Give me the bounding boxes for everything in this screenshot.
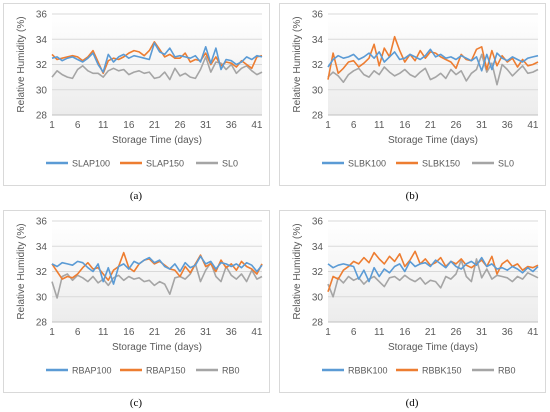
x-tick-label: 36 — [502, 120, 514, 131]
y-tick-label: 36 — [312, 10, 324, 21]
x-tick-label: 21 — [149, 120, 161, 131]
legend-label: RBBK150 — [422, 366, 462, 376]
y-tick-label: 36 — [312, 217, 324, 228]
x-tick-label: 16 — [399, 120, 411, 131]
y-tick-label: 32 — [36, 267, 48, 278]
y-tick-label: 34 — [312, 242, 324, 253]
x-tick-label: 41 — [251, 120, 263, 131]
y-axis-title: Relative Humidity (%) — [16, 16, 27, 112]
x-tick-label: 6 — [351, 327, 357, 338]
x-tick-label: 21 — [425, 120, 437, 131]
x-tick-label: 11 — [374, 120, 385, 131]
legend-label: RBAP100 — [72, 366, 112, 376]
legend-label: SLAP100 — [72, 159, 110, 169]
x-tick-label: 26 — [174, 327, 186, 338]
y-tick-label: 34 — [312, 35, 324, 46]
x-tick-label: 11 — [98, 327, 109, 338]
series-line-slap100 — [51, 42, 263, 73]
x-tick-label: 1 — [49, 327, 55, 338]
legend-label: SLAP150 — [146, 159, 184, 169]
x-tick-label: 31 — [476, 120, 488, 131]
x-tick-label: 31 — [200, 327, 212, 338]
series-line-rbap150 — [51, 251, 263, 282]
x-axis-title: Storage Time (days) — [388, 135, 478, 146]
y-tick-label: 28 — [312, 111, 324, 122]
y-tick-label: 32 — [312, 267, 324, 278]
legend-label: RB0 — [498, 366, 516, 376]
y-axis-title: Relative Humidity (%) — [292, 16, 303, 112]
x-tick-label: 6 — [75, 120, 81, 131]
y-tick-label: 28 — [36, 111, 48, 122]
x-tick-label: 26 — [174, 120, 186, 131]
x-tick-label: 1 — [325, 120, 331, 131]
x-tick-label: 31 — [476, 327, 488, 338]
chart-caption-d: (d) — [405, 397, 419, 409]
legend-label: RBAP150 — [146, 366, 186, 376]
x-tick-label: 16 — [123, 120, 135, 131]
x-tick-label: 26 — [450, 120, 462, 131]
y-tick-label: 30 — [36, 85, 48, 96]
y-tick-label: 28 — [312, 318, 324, 329]
y-tick-label: 36 — [36, 10, 48, 21]
y-axis-title: Relative Humidity (%) — [16, 223, 27, 319]
chart-caption-b: (b) — [405, 190, 419, 202]
y-tick-label: 34 — [36, 242, 48, 253]
legend-label: RBBK100 — [348, 366, 388, 376]
x-tick-label: 31 — [200, 120, 212, 131]
x-tick-label: 36 — [226, 327, 238, 338]
series-line-rbbk100 — [327, 256, 539, 283]
x-tick-label: 6 — [351, 120, 357, 131]
x-tick-label: 21 — [149, 327, 161, 338]
chart-panel-d: 28 30 32 34 36 1 6 11 16 21 26 31 36 41 Storage Time (… — [279, 210, 546, 393]
x-tick-label: 36 — [502, 327, 514, 338]
chart-panel-a: 28 30 32 34 36 1 6 11 16 21 26 31 36 41 Storage Time (… — [3, 3, 270, 186]
x-tick-label: 16 — [123, 327, 135, 338]
x-tick-label: 21 — [425, 327, 437, 338]
series-line-slbk100 — [327, 48, 539, 72]
legend-label: RB0 — [222, 366, 240, 376]
x-axis-title: Storage Time (days) — [112, 342, 202, 353]
x-tick-label: 26 — [450, 327, 462, 338]
x-tick-label: 11 — [98, 120, 109, 131]
y-tick-label: 36 — [36, 217, 48, 228]
y-axis-title: Relative Humidity (%) — [292, 223, 303, 319]
x-axis-title: Storage Time (days) — [388, 342, 478, 353]
x-tick-label: 41 — [527, 120, 539, 131]
x-tick-label: 41 — [251, 327, 263, 338]
series-line-sl0 — [51, 56, 263, 81]
y-tick-label: 34 — [36, 35, 48, 46]
x-tick-label: 1 — [325, 327, 331, 338]
chart-caption-c: (c) — [129, 397, 143, 409]
x-tick-label: 1 — [49, 120, 55, 131]
y-tick-label: 32 — [36, 60, 48, 71]
series-line-rb0 — [327, 258, 539, 298]
x-tick-label: 41 — [527, 327, 539, 338]
chart-caption-a: (a) — [129, 190, 143, 202]
legend-label: SL0 — [498, 159, 514, 169]
series-line-slap150 — [51, 40, 263, 75]
y-tick-label: 32 — [312, 60, 324, 71]
legend-label: SLBK100 — [348, 159, 386, 169]
x-tick-label: 16 — [399, 327, 411, 338]
x-tick-label: 11 — [374, 327, 385, 338]
y-tick-label: 30 — [36, 292, 48, 303]
y-tick-label: 28 — [36, 318, 48, 329]
series-line-rbap100 — [51, 255, 263, 285]
legend-label: SLBK150 — [422, 159, 460, 169]
y-tick-label: 30 — [312, 85, 324, 96]
x-axis-title: Storage Time (days) — [112, 135, 202, 146]
chart-panel-c: 28 30 32 34 36 1 6 11 16 21 26 31 36 41 Storage Time (… — [3, 210, 270, 393]
chart-panel-b: 28 30 32 34 36 1 6 11 16 21 26 31 36 41 Storage Time (… — [279, 3, 546, 186]
y-tick-label: 30 — [312, 292, 324, 303]
legend-label: SL0 — [222, 159, 238, 169]
x-tick-label: 6 — [75, 327, 81, 338]
series-line-sl0 — [327, 53, 539, 86]
x-tick-label: 36 — [226, 120, 238, 131]
